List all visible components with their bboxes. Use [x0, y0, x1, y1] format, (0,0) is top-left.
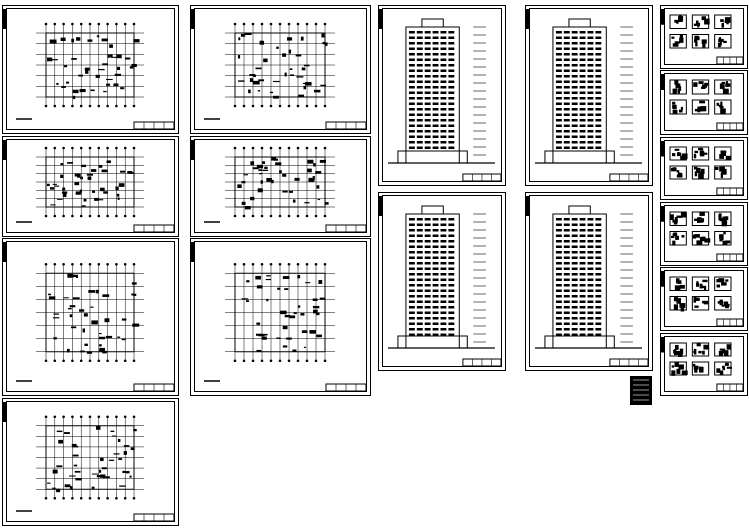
detail-drawing	[669, 14, 732, 49]
sheet-margin-strip	[379, 196, 382, 216]
drawing-sheet-detail[interactable]	[660, 333, 748, 396]
sheet-margin-strip	[3, 9, 6, 29]
title-block	[716, 318, 744, 327]
drawing-sheet-detail[interactable]	[660, 202, 748, 266]
title-block	[133, 121, 175, 130]
sheet-margin-strip	[526, 9, 529, 29]
drawing-sheet-detail[interactable]	[660, 137, 748, 200]
plan-drawing	[225, 262, 335, 363]
drawing-sheet-plan[interactable]	[190, 5, 371, 134]
plan-drawing	[225, 146, 335, 218]
plan-drawing	[36, 22, 144, 108]
sheet-margin-strip	[3, 242, 6, 262]
detail-drawing	[669, 276, 732, 312]
drawing-sheet-detail[interactable]	[660, 267, 748, 331]
elevation-drawing	[535, 18, 642, 164]
detail-drawing	[669, 342, 733, 376]
drawing-sheet-plan[interactable]	[2, 5, 179, 134]
title-block	[133, 383, 175, 392]
detail-drawing	[669, 79, 732, 115]
elevation-drawing	[388, 205, 495, 349]
sheet-margin-strip	[379, 9, 382, 29]
title-block	[716, 122, 744, 131]
elevation-drawing	[535, 205, 642, 349]
sheet-margin-strip	[661, 206, 664, 222]
drawing-sheet-detail[interactable]	[660, 5, 748, 69]
title-block	[609, 173, 649, 182]
sheet-margin-strip	[191, 9, 194, 29]
plan-drawing	[36, 146, 144, 218]
title-block	[462, 358, 502, 367]
drawing-sheet-plan[interactable]	[2, 398, 179, 526]
title-block	[133, 224, 175, 233]
title-block	[609, 358, 649, 367]
title-block	[325, 383, 367, 392]
title-block	[325, 224, 367, 233]
drawing-sheet-elevation[interactable]	[525, 5, 653, 186]
drawing-sheet-elevation[interactable]	[378, 5, 506, 186]
elevation-drawing	[388, 18, 495, 164]
sheet-margin-strip	[661, 337, 664, 353]
plan-drawing	[225, 22, 335, 108]
drawing-sheet-detail[interactable]	[660, 70, 748, 135]
title-block	[716, 187, 744, 196]
drawing-sheet-plan[interactable]	[190, 238, 371, 396]
detail-drawing	[669, 146, 732, 180]
sheet-margin-strip	[661, 74, 664, 90]
drawing-sheet-elevation[interactable]	[378, 192, 506, 371]
legend-block	[630, 376, 652, 405]
title-block	[716, 383, 744, 392]
detail-drawing	[669, 211, 732, 246]
sheet-margin-strip	[661, 271, 664, 287]
title-block	[716, 253, 744, 262]
plan-drawing	[36, 262, 144, 363]
drawing-sheet-plan[interactable]	[2, 136, 179, 237]
drawing-sheet-plan[interactable]	[190, 136, 371, 237]
drawing-sheet-elevation[interactable]	[525, 192, 653, 371]
sheet-margin-strip	[3, 140, 6, 160]
sheet-margin-strip	[191, 242, 194, 262]
title-block	[133, 513, 175, 522]
plan-drawing	[36, 415, 144, 500]
sheet-margin-strip	[661, 141, 664, 157]
sheet-margin-strip	[526, 196, 529, 216]
sheet-margin-strip	[191, 140, 194, 160]
title-block	[716, 56, 744, 65]
title-block	[325, 121, 367, 130]
sheet-margin-strip	[661, 9, 664, 25]
title-block	[462, 173, 502, 182]
sheet-margin-strip	[3, 402, 6, 422]
drawing-sheet-plan[interactable]	[2, 238, 179, 396]
